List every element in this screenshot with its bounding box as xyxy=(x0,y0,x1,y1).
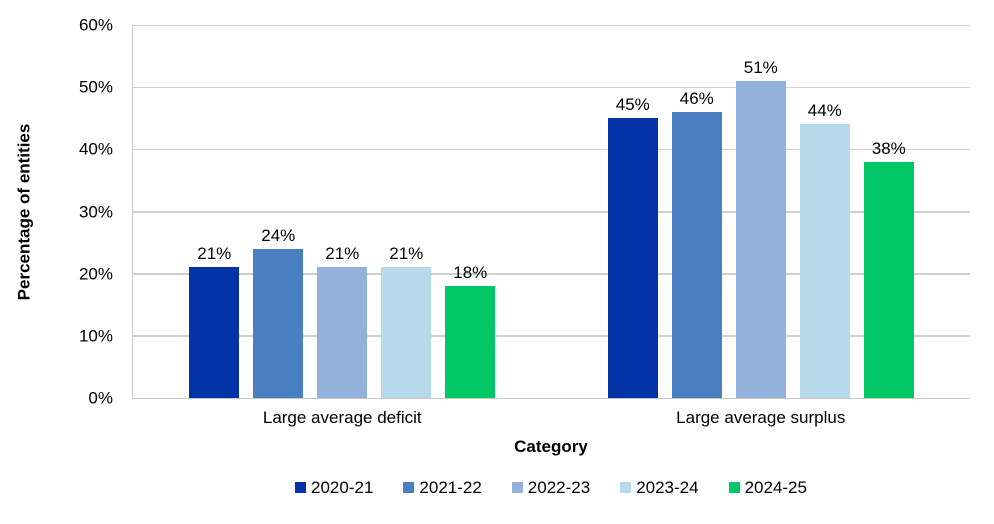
bar-2021-22: 46% xyxy=(671,90,722,398)
legend-item-2020-21: 2020-21 xyxy=(295,479,373,496)
gridline xyxy=(133,211,970,213)
bar-2023-24: 21% xyxy=(381,245,432,398)
bar-value-label: 45% xyxy=(615,95,650,115)
bar-2022-23: 51% xyxy=(735,59,786,398)
bar-group-surplus: 45% 46% 51% 44% 38% xyxy=(552,25,971,398)
gridline xyxy=(133,86,970,89)
plot-area: 0% 10% 20% 30% 40% 50% 60% 21% 24% 21% 21% 18% Large… xyxy=(79,17,971,427)
y-tick-label: 0% xyxy=(88,388,113,408)
y-tick-label: 10% xyxy=(78,326,113,346)
gridline xyxy=(133,148,970,151)
bar-2024-25: 18% xyxy=(445,264,496,398)
bar-value-label: 46% xyxy=(679,89,714,109)
bar-value-label: 21% xyxy=(325,244,360,264)
legend-swatch xyxy=(403,482,415,493)
legend-label: 2021-22 xyxy=(419,478,482,497)
bar-2020-21: 21% xyxy=(189,245,240,398)
bar-2024-25: 38% xyxy=(863,140,914,398)
x-axis-title: Category xyxy=(514,437,588,456)
y-tick-label: 30% xyxy=(78,202,113,221)
bar-2023-24: 44% xyxy=(799,102,850,398)
bar-value-label: 38% xyxy=(871,138,906,158)
legend-swatch xyxy=(295,482,307,493)
x-category-label: Large average deficit xyxy=(262,408,422,427)
legend-label: 2024-25 xyxy=(744,478,807,497)
bar-value-label: 51% xyxy=(743,57,778,77)
y-tick-label: 50% xyxy=(78,77,113,97)
legend-item-2021-22: 2021-22 xyxy=(403,478,482,497)
bar-group-deficit: 21% 24% 21% 21% 18% xyxy=(133,25,552,398)
legend-label: 2022-23 xyxy=(527,478,591,497)
legend-item-2023-24: 2023-24 xyxy=(620,478,699,497)
bar-value-label: 21% xyxy=(197,244,232,264)
legend-label: 2020-21 xyxy=(311,478,374,497)
legend-swatch xyxy=(728,482,740,493)
legend: 2020-21 2021-22 2022-23 2023-24 2024-25 xyxy=(132,479,970,496)
bar-2020-21: 45% xyxy=(607,96,658,398)
gridline xyxy=(133,273,970,275)
x-category-label: Large average surplus xyxy=(676,408,846,427)
bar-value-label: 44% xyxy=(807,101,842,121)
legend-item-2022-23: 2022-23 xyxy=(511,478,591,497)
gridline xyxy=(133,24,970,26)
legend-item-2024-25: 2024-25 xyxy=(728,478,807,497)
bar-value-label: 18% xyxy=(453,263,488,283)
legend-swatch xyxy=(511,482,523,493)
y-tick-label: 20% xyxy=(78,264,113,284)
gridline xyxy=(133,335,970,337)
legend-swatch xyxy=(620,482,632,493)
bar-value-label: 24% xyxy=(261,225,296,245)
legend-label: 2023-24 xyxy=(636,478,699,497)
bar-2021-22: 24% xyxy=(253,227,304,398)
bar-2022-23: 21% xyxy=(317,245,368,398)
bar-value-label: 21% xyxy=(389,244,424,264)
y-tick-label: 40% xyxy=(78,139,113,159)
y-tick-label: 60% xyxy=(78,15,113,35)
